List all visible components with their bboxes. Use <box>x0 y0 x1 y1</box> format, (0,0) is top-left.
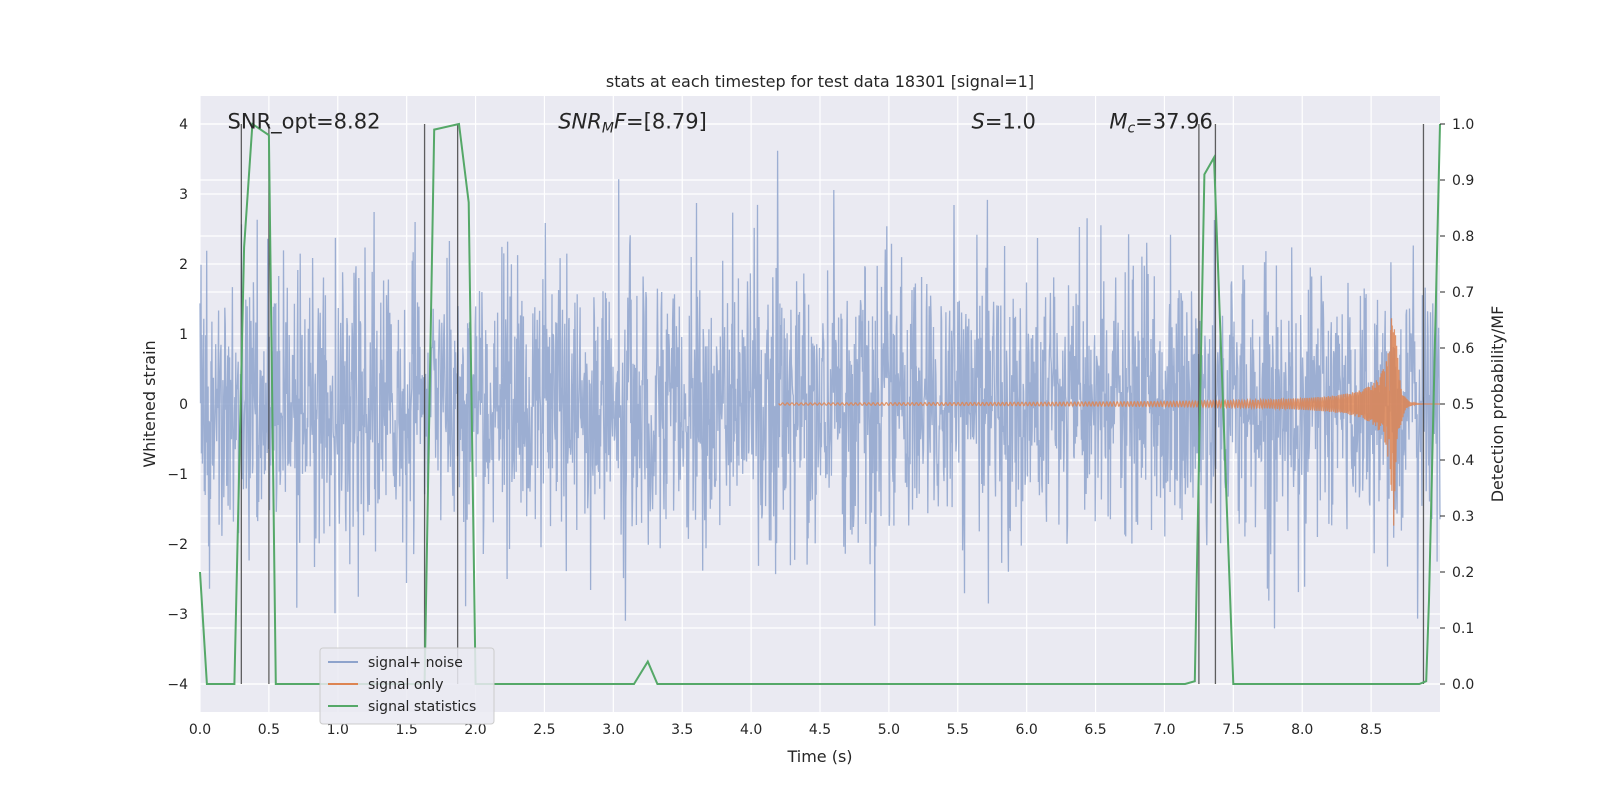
right-tick-label: 0.6 <box>1452 341 1474 357</box>
chart-title: stats at each timestep for test data 183… <box>606 72 1034 91</box>
x-axis-label: Time (s) <box>786 747 852 766</box>
x-tick-label: 4.0 <box>740 722 762 738</box>
vertical-markers <box>240 124 1425 684</box>
right-tick-label: 0.0 <box>1452 677 1474 693</box>
annotation: Mc=37.96 <box>1109 110 1213 137</box>
y-tick-label: −4 <box>167 677 188 693</box>
x-tick-label: 7.0 <box>1153 722 1175 738</box>
x-tick-label: 1.0 <box>327 722 349 738</box>
x-axis-ticks: 0.0 0.5 1.0 1.5 2.0 2.5 3.0 3.5 4.0 4.5 5.0 5.5 6.0 6… <box>189 722 1382 738</box>
x-tick-label: 6.0 <box>1016 722 1038 738</box>
x-tick-label: 8.0 <box>1291 722 1313 738</box>
y-axis-ticks: 4 3 2 1 0 −1 −2 −3 −4 <box>167 117 188 693</box>
right-tick-label: 0.3 <box>1452 509 1474 525</box>
y-tick-label: 2 <box>179 257 188 273</box>
x-tick-label: 2.0 <box>464 722 486 738</box>
x-tick-label: 1.5 <box>396 722 418 738</box>
right-tick-label: 0.2 <box>1452 565 1474 581</box>
legend-label-signal-statistics: signal statistics <box>368 699 476 715</box>
y-axis-label: Whitened strain <box>140 340 159 467</box>
x-tick-label: 6.5 <box>1084 722 1106 738</box>
x-tick-label: 3.0 <box>602 722 624 738</box>
right-tick-label: 0.1 <box>1452 621 1474 637</box>
right-tick-label: 1.0 <box>1452 117 1474 133</box>
legend: signal+ noise signal only signal statist… <box>319 647 495 725</box>
right-tick-label: 0.7 <box>1452 285 1474 301</box>
x-tick-label: 5.0 <box>878 722 900 738</box>
right-tick-label: 0.5 <box>1452 397 1474 413</box>
x-tick-label: 7.5 <box>1222 722 1244 738</box>
x-tick-label: 5.5 <box>947 722 969 738</box>
noise-line <box>199 150 1441 629</box>
y-tick-label: 3 <box>179 187 188 203</box>
y-tick-label: −3 <box>167 607 188 623</box>
legend-label-signal-only: signal only <box>368 677 443 693</box>
annotation: SNR_opt=8.82 <box>228 110 381 135</box>
right-tick-label: 0.4 <box>1452 453 1474 469</box>
right-tick-label: 0.9 <box>1452 173 1474 189</box>
right-axis-label: Detection probability/MF <box>1488 306 1507 503</box>
y-tick-label: 0 <box>179 397 188 413</box>
y-tick-label: 1 <box>179 327 188 343</box>
x-tick-label: 0.0 <box>189 722 211 738</box>
y-tick-label: −2 <box>167 537 188 553</box>
x-tick-label: 2.5 <box>533 722 555 738</box>
legend-box <box>319 647 495 725</box>
right-tick-label: 0.8 <box>1452 229 1474 245</box>
annotation: SNRMF=[8.79] <box>558 110 707 137</box>
x-tick-label: 0.5 <box>258 722 280 738</box>
annotations: SNR_opt=8.82 SNRMF=[8.79] S=1.0 Mc=37.96 <box>228 110 1213 137</box>
series-signal-statistics <box>199 122 1441 685</box>
signal-only-line <box>778 318 1440 526</box>
x-tick-label: 8.5 <box>1360 722 1382 738</box>
right-axis-ticks: 1.0 0.9 0.8 0.7 0.6 0.5 0.4 0.3 0.2 0.1 0.0 <box>1440 117 1474 693</box>
annotation: S=1.0 <box>972 110 1036 134</box>
legend-label-signal-noise: signal+ noise <box>368 655 463 671</box>
signal-statistics-line <box>199 122 1441 685</box>
y-tick-label: 4 <box>179 117 188 133</box>
series-signal-noise <box>199 150 1441 629</box>
x-tick-label: 4.5 <box>809 722 831 738</box>
series-signal-only <box>778 318 1440 526</box>
y-tick-label: −1 <box>167 467 188 483</box>
x-tick-label: 3.5 <box>671 722 693 738</box>
